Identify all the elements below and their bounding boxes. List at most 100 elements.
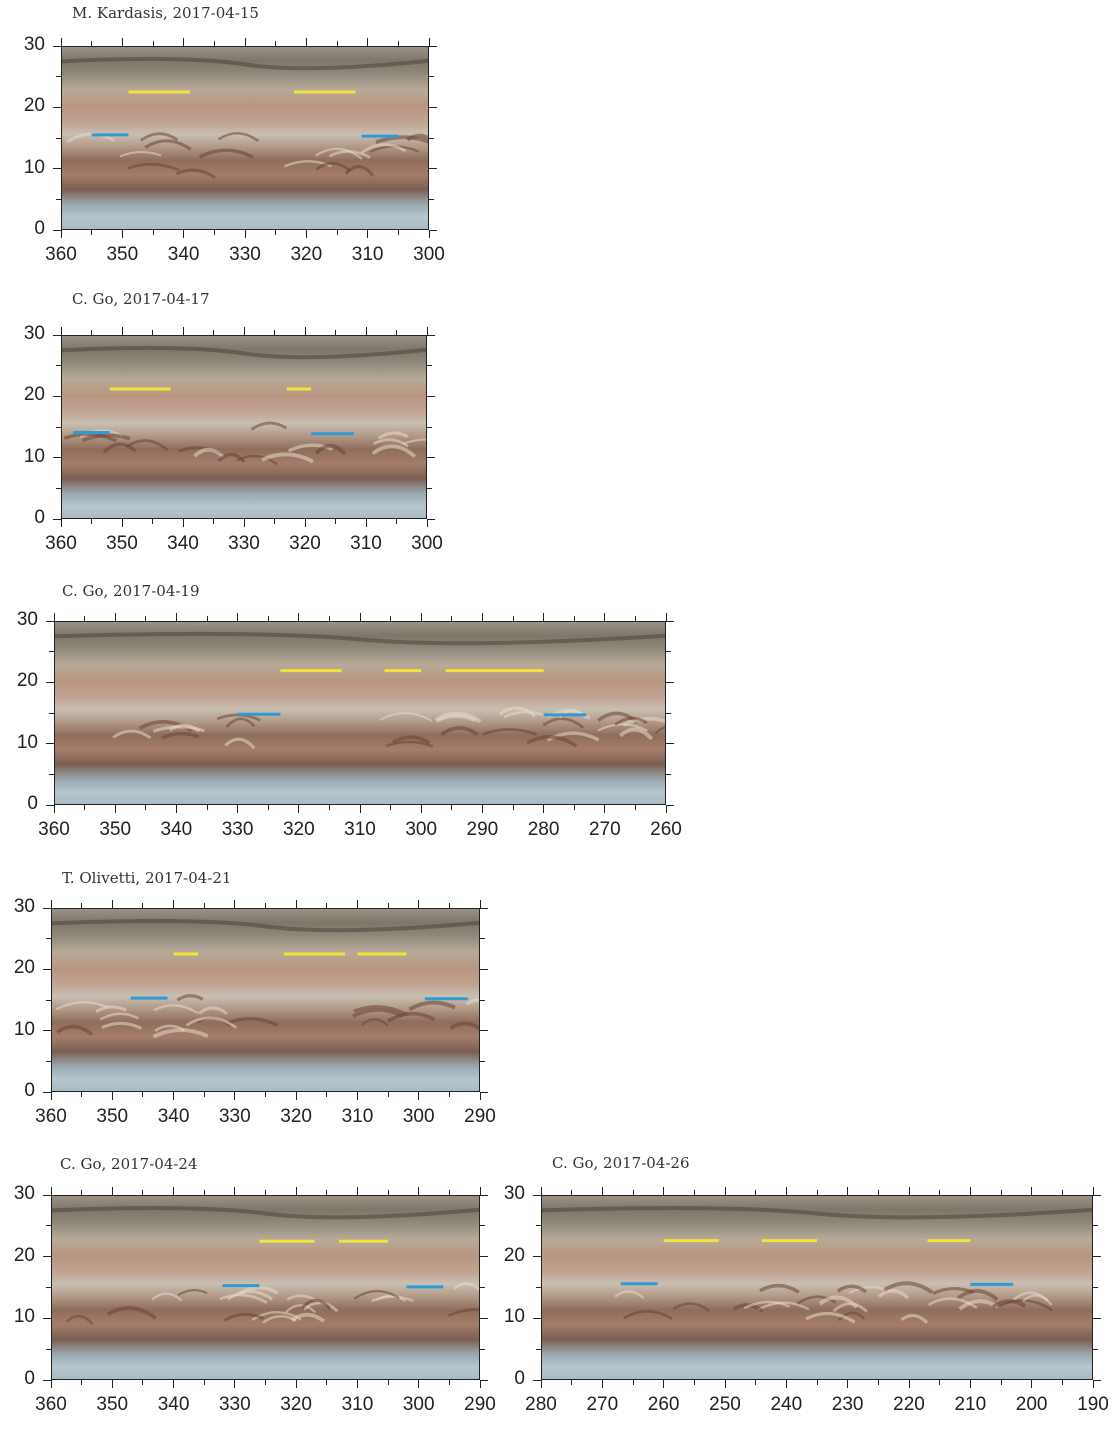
belt-ribbon	[55, 1001, 109, 1011]
x-tick	[479, 1092, 481, 1100]
x-tick	[396, 330, 397, 335]
belt-ribbon	[353, 1289, 400, 1300]
jupiter-map-image	[51, 908, 480, 1092]
x-tick	[512, 616, 514, 621]
x-tick-label: 320	[289, 533, 321, 554]
y-tick	[536, 1287, 541, 1288]
belt-ribbon	[99, 1012, 139, 1021]
x-tick	[50, 1092, 52, 1100]
x-tick	[206, 805, 208, 810]
belt-ribbon	[144, 139, 192, 151]
belt-ribbon	[301, 1298, 332, 1310]
x-tick-label: 350	[106, 533, 138, 554]
y-tick	[480, 968, 488, 970]
x-tick	[328, 616, 330, 621]
belt-ribbon	[1022, 1294, 1053, 1306]
x-tick	[213, 41, 215, 46]
belt-ribbon	[932, 1286, 974, 1295]
dark-belt-edge	[541, 1205, 1093, 1220]
x-tick	[182, 327, 184, 335]
belt-ribbon	[315, 161, 351, 172]
y-tick	[480, 938, 485, 940]
x-tick-label: 270	[588, 819, 621, 840]
belt-ribbon	[238, 1285, 279, 1295]
belt-ribbon	[371, 1295, 414, 1302]
x-tick	[601, 1187, 603, 1195]
y-tick	[429, 229, 437, 231]
belt-ribbon	[262, 1314, 297, 1324]
x-tick	[304, 327, 306, 335]
belt-ribbon	[371, 444, 417, 458]
x-tick	[265, 1190, 266, 1195]
belt-ribbon	[757, 1301, 810, 1312]
belt-ribbon	[360, 143, 407, 154]
belt-ribbon	[102, 442, 137, 454]
x-tick	[543, 805, 545, 813]
y-tick-label: 30	[13, 1183, 35, 1204]
y-tick	[53, 45, 61, 47]
belt-ribbon	[526, 735, 578, 748]
x-tick	[1092, 1380, 1094, 1388]
x-tick-label: 240	[770, 1394, 803, 1415]
x-tick	[295, 1092, 297, 1100]
y-tick	[480, 1379, 488, 1381]
belt-ribbon	[353, 1005, 409, 1017]
x-tick	[1000, 1190, 1002, 1195]
x-tick	[356, 900, 358, 908]
x-tick	[111, 1187, 113, 1195]
x-tick	[84, 616, 86, 621]
panel-title: C. Go, 2017-04-17	[72, 290, 210, 308]
y-tick	[46, 999, 51, 1001]
y-tick-label: 10	[503, 1306, 525, 1328]
jupiter-map-image	[54, 621, 666, 805]
y-tick	[666, 743, 674, 745]
y-tick	[43, 1317, 51, 1319]
x-tick	[418, 1380, 420, 1388]
x-tick	[604, 805, 606, 813]
x-tick	[237, 805, 239, 813]
belt-ribbon	[224, 737, 256, 750]
belt-ribbon	[119, 150, 162, 158]
x-tick-label: 200	[1015, 1394, 1048, 1415]
belt-ribbon	[352, 1008, 404, 1018]
y-tick	[56, 426, 61, 428]
x-tick	[243, 327, 245, 335]
belt-ribbon	[154, 1024, 186, 1032]
belt-ribbon	[385, 740, 434, 748]
belt-ribbon	[440, 726, 479, 737]
x-tick	[53, 613, 55, 621]
x-tick	[111, 1092, 113, 1100]
x-tick	[173, 1092, 175, 1100]
dark-belt-edge	[54, 631, 666, 646]
belt-ribbon	[622, 716, 666, 727]
x-tick-label: 320	[282, 819, 315, 840]
x-tick	[479, 1380, 481, 1388]
y-tick	[1093, 1287, 1098, 1288]
x-tick	[60, 327, 62, 335]
x-tick-label: 330	[229, 244, 261, 265]
y-tick	[43, 1379, 51, 1381]
y-tick	[427, 457, 435, 459]
belt-ribbon	[900, 1313, 929, 1324]
y-tick-label: 20	[13, 1244, 35, 1266]
x-tick	[244, 38, 246, 46]
belt-ribbon	[877, 1289, 910, 1300]
x-tick	[274, 330, 275, 335]
belt-ribbon	[387, 1011, 436, 1023]
x-tick-label: 310	[344, 819, 376, 840]
x-tick-label: 340	[157, 1106, 190, 1127]
x-tick	[295, 1187, 297, 1195]
x-tick	[244, 230, 246, 238]
x-tick	[152, 519, 153, 524]
y-tick-label: 20	[23, 384, 45, 406]
x-tick-label: 230	[831, 1394, 864, 1415]
y-tick	[480, 1256, 488, 1258]
x-tick	[724, 1187, 726, 1195]
x-tick	[121, 230, 123, 238]
x-tick	[295, 900, 297, 908]
panel-title: C. Go, 2017-04-26	[552, 1154, 690, 1172]
x-tick	[448, 1190, 450, 1195]
x-tick	[540, 1187, 542, 1195]
y-tick	[46, 620, 54, 622]
belt-ribbon	[452, 1282, 480, 1292]
